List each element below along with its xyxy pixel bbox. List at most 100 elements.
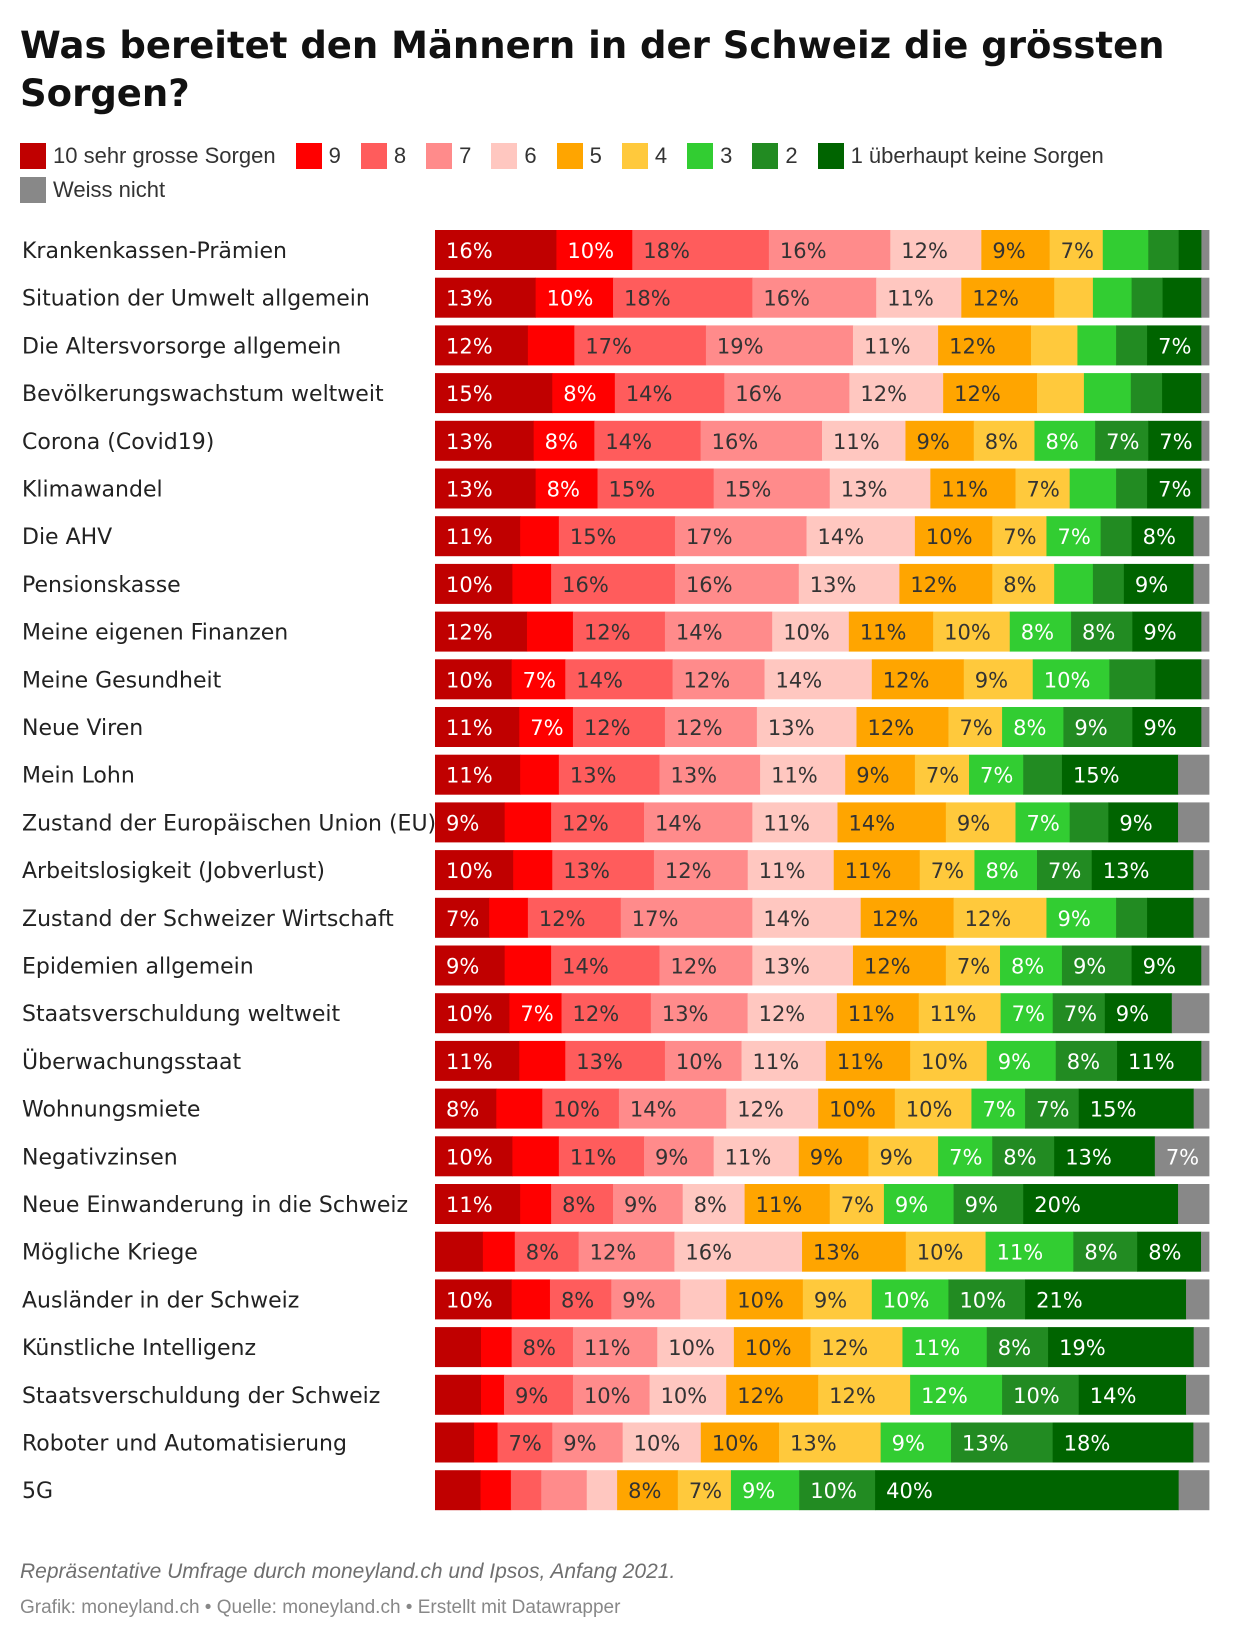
bar-segment	[756, 707, 857, 747]
data-label: 10%	[737, 1288, 784, 1312]
data-label: 12%	[965, 907, 1012, 931]
bar-segment	[1178, 802, 1210, 843]
data-label: 10%	[1013, 1384, 1060, 1408]
data-label: 15%	[570, 525, 617, 549]
data-label: 12%	[972, 287, 1019, 311]
bar-segment	[435, 611, 528, 652]
bar-segment	[1131, 516, 1194, 557]
bar-segment	[918, 993, 1002, 1034]
bar-segment	[526, 611, 574, 652]
data-label: 7%	[980, 764, 1013, 788]
bar-segment	[504, 802, 552, 843]
bar-row: Meine Gesundheit 10% 7% 14% 12% 14% 12% 9% 10%	[22, 659, 1210, 700]
bar-segment	[1193, 850, 1210, 891]
data-label: 11%	[753, 1050, 800, 1074]
bar-segment	[511, 659, 566, 700]
data-label: 9%	[1116, 1002, 1149, 1026]
data-label: 11%	[570, 1145, 617, 1169]
bar-segment	[1073, 1231, 1138, 1272]
category-label: Arbeitslosigkeit (Jobverlust)	[22, 859, 325, 884]
bar-segment	[1147, 468, 1202, 509]
bar-segment	[435, 325, 529, 366]
bar-segment	[741, 1040, 827, 1081]
bar-segment	[810, 1327, 903, 1368]
bar-segment	[613, 277, 753, 318]
data-label: 13%	[810, 573, 857, 597]
credit-line: Grafik: moneyland.ch • Quelle: moneyland…	[20, 1597, 621, 1618]
legend-swatch	[621, 143, 648, 169]
bar-segment	[875, 1470, 1180, 1511]
bar-segment	[871, 1279, 949, 1320]
category-label: Staatsverschuldung der Schweiz	[22, 1384, 380, 1409]
bar-segment	[1132, 707, 1202, 747]
data-label: 15%	[446, 382, 493, 406]
data-label: 11%	[763, 811, 810, 835]
legend-swatch	[20, 177, 46, 203]
bar-row: Ausländer in der Schweiz 10% 8% 9% 10% 9% 10% 1…	[22, 1279, 1210, 1320]
bar-segment	[435, 277, 537, 318]
data-label: 17%	[632, 907, 679, 931]
bar-segment	[1201, 325, 1210, 366]
data-label: 10%	[567, 239, 614, 263]
data-label: 7%	[1012, 1002, 1045, 1026]
bar-segment	[981, 230, 1051, 270]
bar-segment	[435, 754, 521, 795]
bar-segment	[948, 707, 1003, 747]
data-label: 10%	[917, 1241, 964, 1265]
bar-segment	[435, 1231, 484, 1272]
bar-segment	[768, 230, 891, 270]
bar-segment	[643, 802, 753, 843]
legend-item: 2	[752, 142, 798, 170]
bar-segment	[503, 1374, 574, 1415]
bar-segment	[1009, 611, 1072, 652]
data-label: 9%	[895, 1193, 928, 1217]
bar-segment	[664, 707, 758, 747]
bar-segment	[1046, 897, 1117, 938]
data-label: 10%	[1044, 668, 1091, 692]
bar-segment	[930, 468, 1016, 509]
data-label: 10%	[446, 1288, 493, 1312]
data-label: 12%	[860, 382, 907, 406]
data-label: 7%	[509, 1432, 542, 1456]
bar-segment	[992, 516, 1047, 557]
bar-row: Zustand der Europäischen Union (EU) 9% 12%…	[22, 802, 1210, 843]
data-label: 7%	[841, 1193, 874, 1217]
bar-segment	[902, 1327, 988, 1368]
data-label: 7%	[1027, 811, 1060, 835]
bar-segment	[1025, 1279, 1187, 1320]
bar-segment	[1083, 373, 1132, 414]
bar-segment	[650, 993, 748, 1034]
data-label: 13%	[768, 716, 815, 740]
bar-segment	[435, 1327, 482, 1368]
data-label: 8%	[563, 382, 596, 406]
data-label: 13%	[813, 1241, 860, 1265]
data-label: 9%	[655, 1145, 688, 1169]
bar-segment	[802, 1279, 873, 1320]
bar-segment	[578, 1231, 675, 1272]
legend-label: 4	[654, 143, 668, 168]
data-label: 18%	[643, 239, 690, 263]
bar-segment	[474, 1422, 498, 1463]
bar-segment	[1054, 563, 1094, 604]
legend: 10 sehr grosse Sorgen 9 8 7 6 5 4 3 2 1 überhaupt…	[20, 142, 1210, 204]
data-label: 13%	[790, 1432, 837, 1456]
data-label: 9%	[1073, 955, 1106, 979]
data-label: 8%	[562, 1193, 595, 1217]
bar-row: Arbeitslosigkeit (Jobverlust) 10% 13% 12% 11…	[22, 850, 1210, 891]
bar-segment	[945, 802, 1016, 843]
data-label: 9%	[1143, 716, 1176, 740]
data-label: 11%	[756, 1193, 803, 1217]
data-label: 7%	[926, 764, 959, 788]
bar-segment	[1063, 707, 1133, 747]
bar-segment	[1116, 468, 1148, 509]
bar-segment	[649, 1374, 727, 1415]
bar-segment	[497, 1422, 553, 1463]
bar-segment	[1178, 1184, 1210, 1224]
bar-segment	[1154, 1136, 1210, 1177]
bar-segment	[799, 1470, 876, 1511]
data-label: 12%	[562, 811, 609, 835]
bar-segment	[730, 1470, 800, 1511]
data-label: 10%	[926, 525, 973, 549]
bar-segment	[726, 1088, 819, 1129]
data-label: 12%	[665, 859, 712, 883]
